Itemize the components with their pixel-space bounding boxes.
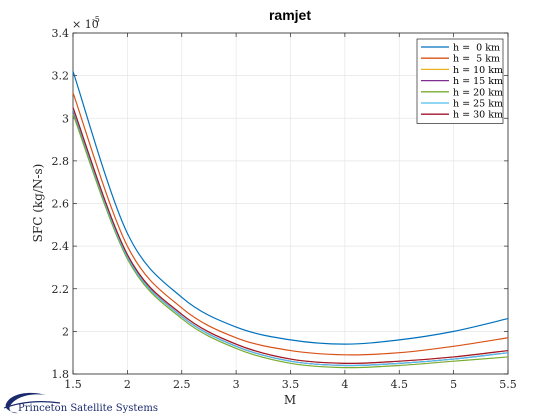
y-axis-label: SFC (kg/N-s) <box>31 164 45 243</box>
x-tick-label: 2 <box>124 378 131 391</box>
x-tick-label: 5 <box>450 378 457 391</box>
y-tick-label: 2 <box>62 325 69 338</box>
x-tick-label: 4 <box>341 378 348 391</box>
legend-label: h = 0 km <box>453 43 500 54</box>
series-line-0 <box>72 71 509 345</box>
y-tick-label: 3.4 <box>52 27 70 40</box>
legend-label: h = 10 km <box>453 65 503 76</box>
series-lines <box>72 71 509 369</box>
x-tick-label: 3.5 <box>282 378 300 391</box>
logo-text: Princeton Satellite Systems <box>18 403 158 414</box>
series-line-5 <box>72 109 509 367</box>
y-tick-label: 2.2 <box>52 283 70 296</box>
y-tick-label: 2.6 <box>52 198 70 211</box>
y-tick-label: 2.8 <box>52 155 70 168</box>
legend: h = 0 kmh = 5 kmh = 10 kmh = 15 kmh = 20… <box>416 38 504 124</box>
x-tick-label: 3 <box>233 378 240 391</box>
y-tick-label: 3.2 <box>52 70 70 83</box>
legend-label: h = 25 km <box>453 99 503 110</box>
y-exponent: × 10 -5 <box>72 15 100 31</box>
legend-label: h = 30 km <box>453 110 503 121</box>
x-tick-label: 4.5 <box>391 378 409 391</box>
y-tick-label: 3 <box>62 112 69 125</box>
x-tick-label: 1.5 <box>64 378 82 391</box>
legend-label: h = 5 km <box>453 54 500 65</box>
series-line-6 <box>72 107 509 364</box>
logo-swoosh <box>5 392 46 414</box>
series-line-4 <box>72 113 509 369</box>
logo-swoosh-accent <box>3 401 61 409</box>
legend-label: h = 15 km <box>453 76 503 87</box>
x-axis-label: M <box>284 393 296 407</box>
y-tick-label: 1.8 <box>52 368 70 381</box>
axis-ticks: 1.5 2 2.5 3 3.5 4 4.5 5 5.5 1.8 2 2.2 2.4 2.6 2.8 3 3.2 3… <box>52 27 517 391</box>
logo: Princeton Satellite Systems <box>3 392 158 414</box>
y-exponent-base: × 10 <box>72 18 99 31</box>
series-line-1 <box>72 92 509 356</box>
x-tick-label: 2.5 <box>173 378 191 391</box>
x-tick-label: 5.5 <box>499 378 517 391</box>
y-exponent-power: -5 <box>92 15 100 24</box>
y-tick-label: 2.4 <box>52 240 70 253</box>
chart-title: ramjet <box>269 7 311 23</box>
legend-label: h = 20 km <box>453 87 503 98</box>
